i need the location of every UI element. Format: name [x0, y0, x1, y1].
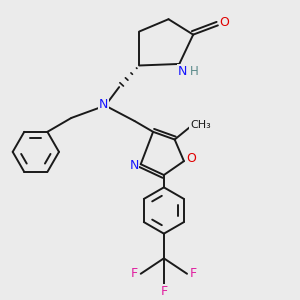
Text: F: F — [131, 267, 138, 280]
Text: CH₃: CH₃ — [190, 120, 211, 130]
Text: O: O — [187, 152, 196, 165]
Text: F: F — [190, 267, 197, 280]
Text: N: N — [178, 65, 187, 78]
Text: H: H — [190, 65, 199, 78]
Text: N: N — [99, 98, 108, 112]
Text: O: O — [220, 16, 230, 29]
Text: N: N — [129, 159, 139, 172]
Text: F: F — [160, 285, 167, 298]
